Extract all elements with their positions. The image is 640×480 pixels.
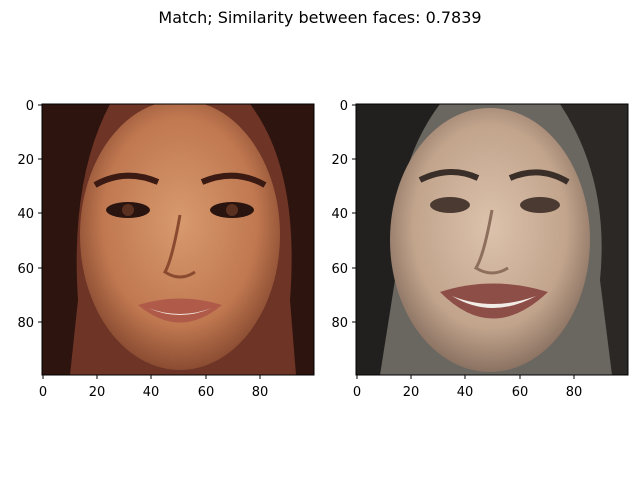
y-tick-label: 60: [17, 262, 34, 277]
x-tick-label: 0: [353, 385, 361, 400]
y-tick-label: 80: [331, 316, 348, 331]
x-tick-label: 60: [198, 385, 215, 400]
x-tick-label: 80: [566, 385, 583, 400]
x-tick-label: 40: [457, 385, 474, 400]
y-tick-label: 40: [331, 207, 348, 222]
x-tick-label: 20: [403, 385, 420, 400]
x-tick-label: 60: [512, 385, 529, 400]
y-tick-label: 0: [340, 99, 348, 114]
y-tick-label: 20: [17, 153, 34, 168]
x-tick-label: 20: [89, 385, 106, 400]
y-tick-label: 20: [331, 153, 348, 168]
right-x-axis: 0 20 40 60 80: [353, 375, 582, 400]
y-tick-label: 40: [17, 207, 34, 222]
face-image-left: [42, 104, 314, 375]
y-tick-label: 80: [17, 316, 34, 331]
right-y-axis: 0 20 40 60 80: [331, 99, 356, 331]
axes-frame-right: [355, 103, 629, 376]
x-tick-label: 40: [143, 385, 160, 400]
left-x-axis: 0 20 40 60 80: [39, 375, 268, 400]
x-tick-label: 0: [39, 385, 47, 400]
left-y-axis: 0 20 40 60 80: [17, 99, 42, 331]
axes-frame-left: [41, 103, 315, 376]
y-tick-label: 0: [26, 99, 34, 114]
y-tick-label: 60: [331, 262, 348, 277]
x-tick-label: 80: [252, 385, 269, 400]
figure-title: Match; Similarity between faces: 0.7839: [158, 8, 482, 27]
face-image-right: [356, 104, 628, 375]
